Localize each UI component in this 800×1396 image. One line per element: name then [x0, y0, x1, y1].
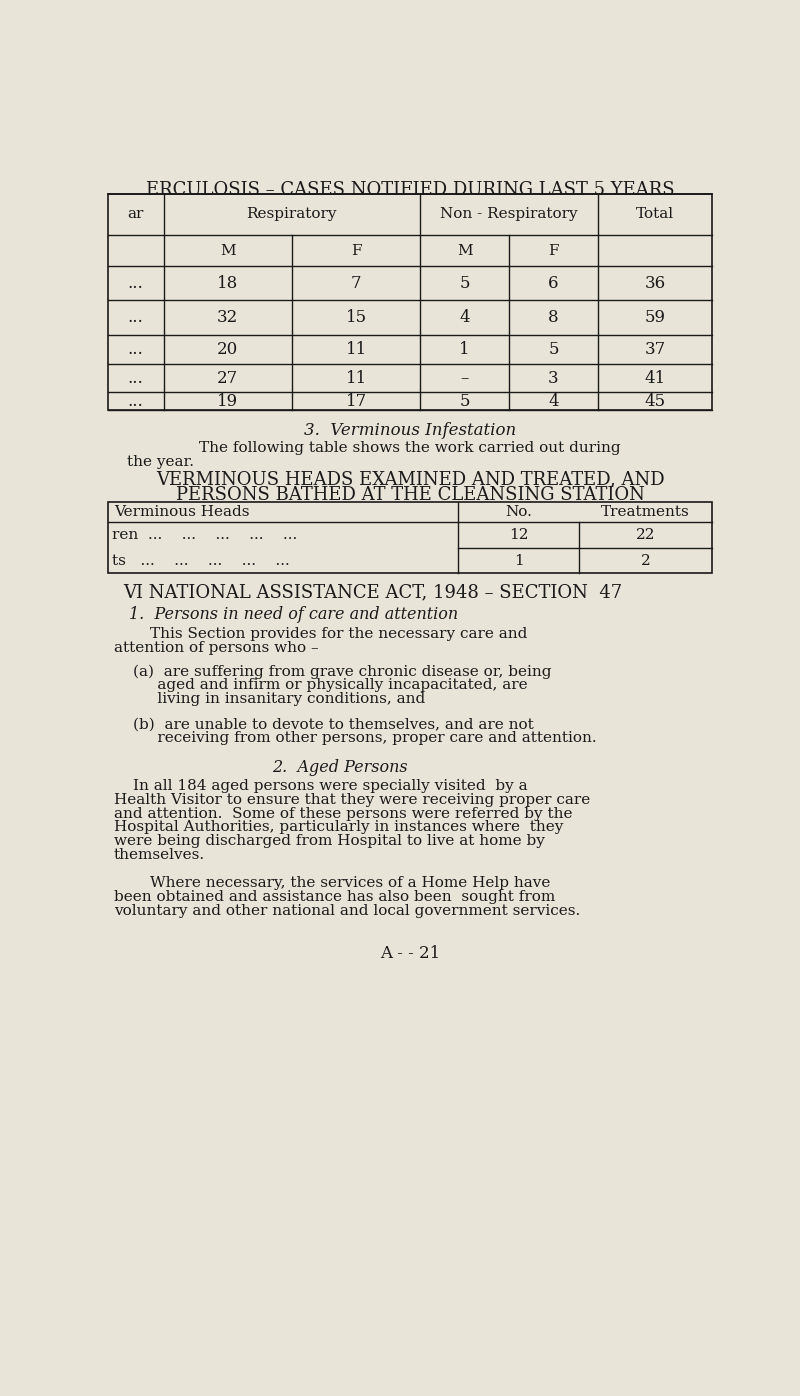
Text: ...: ... — [128, 392, 143, 409]
Text: ...: ... — [128, 275, 143, 292]
Text: ERCULOSIS – CASES NOTIFIED DURING LAST 5 YEARS: ERCULOSIS – CASES NOTIFIED DURING LAST 5… — [146, 181, 674, 200]
Text: 20: 20 — [218, 341, 238, 357]
Text: Respiratory: Respiratory — [246, 208, 337, 222]
Text: No.: No. — [505, 505, 532, 519]
Text: M: M — [457, 244, 473, 258]
Text: M: M — [220, 244, 236, 258]
Text: 1: 1 — [514, 554, 523, 568]
Text: 12: 12 — [509, 528, 528, 542]
Text: voluntary and other national and local government services.: voluntary and other national and local g… — [114, 903, 580, 917]
Text: 37: 37 — [644, 341, 666, 357]
Text: This Section provides for the necessary care and: This Section provides for the necessary … — [150, 627, 528, 641]
Text: 41: 41 — [644, 370, 666, 387]
Text: 5: 5 — [459, 392, 470, 409]
Text: 3: 3 — [548, 370, 558, 387]
Text: ren  ...    ...    ...    ...    ...: ren ... ... ... ... ... — [112, 528, 297, 542]
Text: (b)  are unable to devote to themselves, and are not: (b) are unable to devote to themselves, … — [133, 718, 534, 732]
Text: been obtained and assistance has also been  sought from: been obtained and assistance has also be… — [114, 889, 555, 903]
Text: Where necessary, the services of a Home Help have: Where necessary, the services of a Home … — [150, 875, 550, 889]
Text: 5: 5 — [548, 341, 558, 357]
Text: living in insanitary conditions, and: living in insanitary conditions, and — [133, 692, 425, 706]
Text: 11: 11 — [346, 370, 366, 387]
Text: 8: 8 — [548, 309, 558, 325]
Text: 1: 1 — [459, 341, 470, 357]
Text: 1.  Persons in need of care and attention: 1. Persons in need of care and attention — [129, 606, 458, 624]
Text: –: – — [461, 370, 469, 387]
Text: 27: 27 — [218, 370, 238, 387]
Text: (a)  are suffering from grave chronic disease or, being: (a) are suffering from grave chronic dis… — [133, 664, 551, 678]
Text: the year.: the year. — [127, 455, 194, 469]
Text: VERMINOUS HEADS EXAMINED AND TREATED, AND: VERMINOUS HEADS EXAMINED AND TREATED, AN… — [156, 470, 664, 489]
Text: 11: 11 — [346, 341, 366, 357]
Text: were being discharged from Hospital to live at home by: were being discharged from Hospital to l… — [114, 835, 545, 849]
Text: receiving from other persons, proper care and attention.: receiving from other persons, proper car… — [133, 732, 596, 745]
Text: Treatments: Treatments — [602, 505, 690, 519]
Text: 17: 17 — [346, 392, 366, 409]
Text: ts   ...    ...    ...    ...    ...: ts ... ... ... ... ... — [112, 554, 290, 568]
Text: 7: 7 — [351, 275, 362, 292]
Text: ...: ... — [128, 370, 143, 387]
Text: 36: 36 — [644, 275, 666, 292]
Text: themselves.: themselves. — [114, 849, 205, 863]
Text: VI NATIONAL ASSISTANCE ACT, 1948 – SECTION  47: VI NATIONAL ASSISTANCE ACT, 1948 – SECTI… — [123, 584, 622, 602]
Text: Health Visitor to ensure that they were receiving proper care: Health Visitor to ensure that they were … — [114, 793, 590, 807]
Bar — [108, 501, 712, 574]
Text: aged and infirm or physically incapacitated, are: aged and infirm or physically incapacita… — [133, 678, 527, 692]
Text: F: F — [548, 244, 558, 258]
Text: 4: 4 — [548, 392, 558, 409]
Text: 18: 18 — [218, 275, 238, 292]
Text: 22: 22 — [636, 528, 655, 542]
Text: 6: 6 — [548, 275, 558, 292]
Text: 2.  Aged Persons: 2. Aged Persons — [273, 759, 408, 776]
Text: The following table shows the work carried out during: The following table shows the work carri… — [199, 441, 621, 455]
Text: attention of persons who –: attention of persons who – — [114, 641, 318, 655]
Text: Non - Respiratory: Non - Respiratory — [440, 208, 578, 222]
Text: ...: ... — [128, 309, 143, 325]
Text: 5: 5 — [459, 275, 470, 292]
Text: 59: 59 — [645, 309, 666, 325]
Text: ...: ... — [128, 341, 143, 357]
Text: 32: 32 — [218, 309, 238, 325]
Text: 15: 15 — [346, 309, 366, 325]
Text: 2: 2 — [641, 554, 650, 568]
Text: 3.  Verminous Infestation: 3. Verminous Infestation — [304, 422, 516, 438]
Text: 45: 45 — [644, 392, 666, 409]
Text: 19: 19 — [218, 392, 238, 409]
Text: and attention.  Some of these persons were referred by the: and attention. Some of these persons wer… — [114, 807, 573, 821]
Text: 4: 4 — [459, 309, 470, 325]
Text: Verminous Heads: Verminous Heads — [114, 505, 250, 519]
Text: A - - 21: A - - 21 — [380, 945, 440, 962]
Text: In all 184 aged persons were specially visited  by a: In all 184 aged persons were specially v… — [133, 779, 527, 793]
Text: ar: ar — [127, 208, 144, 222]
Text: PERSONS BATHED AT THE CLEANSING STATION: PERSONS BATHED AT THE CLEANSING STATION — [175, 486, 645, 504]
Text: Hospital Authorities, particularly in instances where  they: Hospital Authorities, particularly in in… — [114, 821, 563, 835]
Text: Total: Total — [636, 208, 674, 222]
Text: F: F — [351, 244, 362, 258]
Bar — [108, 194, 712, 410]
